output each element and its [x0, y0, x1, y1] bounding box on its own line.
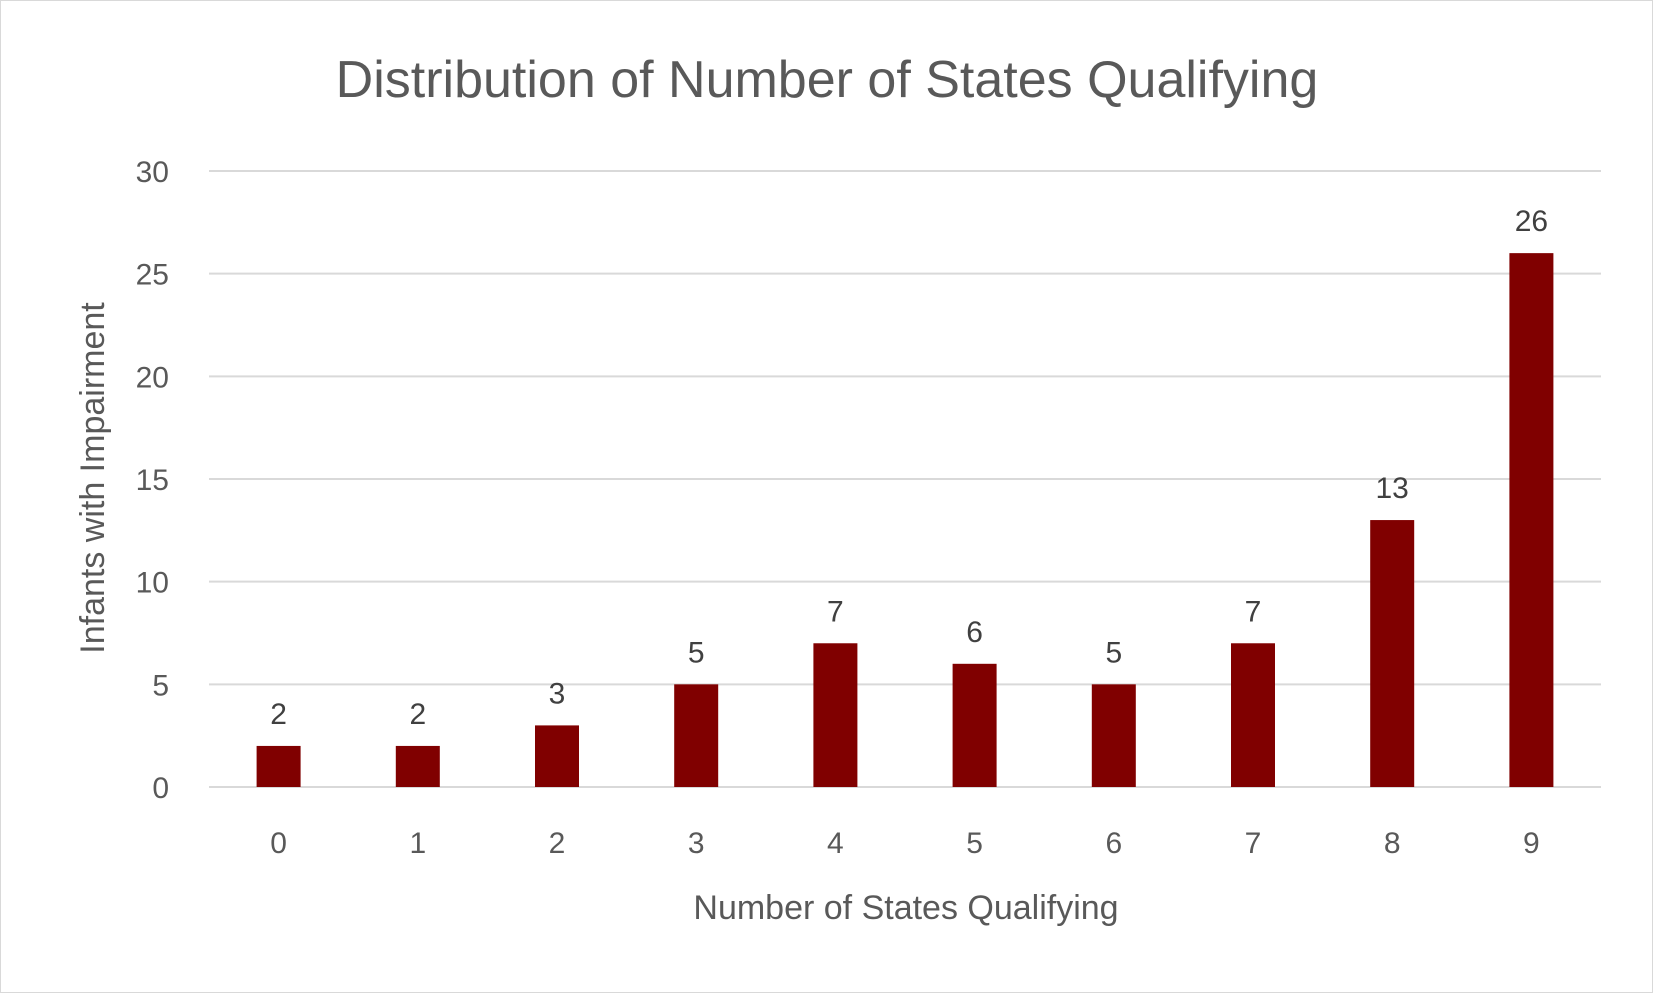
data-label: 6	[966, 616, 983, 649]
x-tick-label: 1	[409, 827, 426, 860]
x-tick-label: 7	[1245, 827, 1262, 860]
bar	[952, 663, 997, 787]
bars	[256, 253, 1554, 788]
bar	[395, 745, 440, 787]
bar	[535, 725, 579, 787]
y-axis-title: Infants with Impairment	[74, 302, 112, 654]
x-tick-label: 6	[1105, 827, 1122, 860]
data-label: 26	[1515, 205, 1548, 238]
bar	[1091, 684, 1136, 787]
bar	[1509, 253, 1554, 788]
y-tick-label: 10	[136, 567, 169, 600]
data-label: 5	[688, 636, 705, 669]
data-label: 7	[1245, 595, 1262, 628]
x-tick-label: 4	[827, 827, 844, 860]
x-tick-label: 0	[270, 827, 287, 860]
y-tick-label: 5	[152, 669, 169, 702]
x-tick-label: 9	[1523, 827, 1540, 860]
y-tick-label: 0	[152, 772, 169, 805]
x-axis-title: Number of States Qualifying	[693, 889, 1118, 927]
data-label: 2	[270, 698, 287, 731]
y-tick-label: 15	[136, 464, 169, 497]
gridlines	[209, 170, 1601, 788]
bar	[1370, 520, 1415, 787]
y-tick-label: 25	[136, 259, 169, 292]
data-label: 3	[549, 677, 566, 710]
x-tick-label: 8	[1384, 827, 1401, 860]
bar	[256, 745, 301, 787]
data-label: 7	[827, 595, 844, 628]
y-tick-label: 30	[136, 156, 169, 189]
x-tick-label: 3	[688, 827, 705, 860]
bar	[674, 684, 719, 787]
x-tick-label: 5	[966, 827, 983, 860]
data-label: 13	[1376, 472, 1409, 505]
x-tick-label: 2	[549, 827, 566, 860]
bar	[813, 643, 858, 787]
y-tick-label: 20	[136, 361, 169, 394]
data-label: 2	[409, 698, 426, 731]
data-label: 5	[1105, 636, 1122, 669]
bar	[1231, 643, 1275, 787]
y-axis-ticks: 0 5 10 15 20 25 30	[136, 156, 169, 805]
chart-title: Distribution of Number of States Qualify…	[336, 51, 1319, 109]
data-labels: 2 2 3 5 7 6 5 7 13 26	[270, 205, 1548, 731]
x-axis-ticks: 0 1 2 3 4 5 6 7 8 9	[270, 827, 1539, 860]
